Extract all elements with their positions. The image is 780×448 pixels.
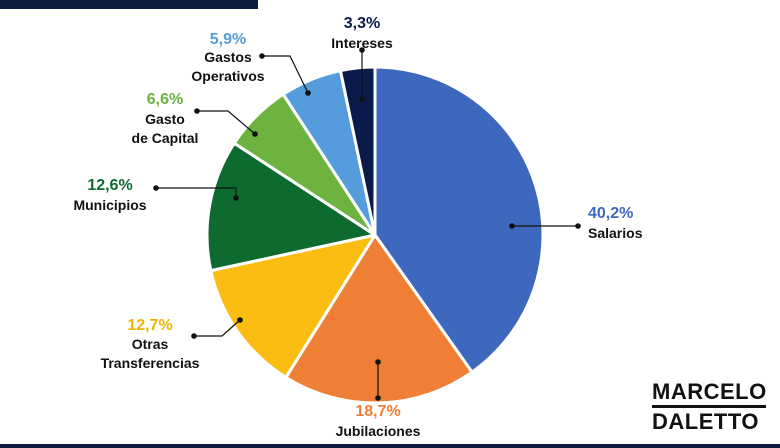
pie-slice-3 <box>209 233 377 379</box>
logo-line-1: MARCELO <box>652 379 767 404</box>
callout-line-3 <box>194 319 241 337</box>
callout-dot-5-2 <box>194 108 200 114</box>
slice-label-5-line-2: de Capital <box>132 130 199 146</box>
slice-label-3-line-2: Transferencias <box>101 355 200 371</box>
slice-value-1: 40,2% <box>588 205 633 222</box>
callout-dot-2-1 <box>375 359 381 365</box>
slice-label-5-line-1: Gasto <box>145 111 185 127</box>
slice-label-7-line-1: Intereses <box>331 35 393 51</box>
pie-slice-7 <box>338 65 377 237</box>
pie-slice-2 <box>284 233 474 405</box>
callout-dot-4-1 <box>233 195 239 201</box>
slice-value-5: 6,6% <box>147 91 183 108</box>
callout-dot-4-2 <box>153 185 159 191</box>
callout-dot-3-1 <box>237 317 243 323</box>
slice-value-6: 5,9% <box>210 31 246 48</box>
callout-line-6 <box>262 55 309 94</box>
slice-value-4: 12,6% <box>87 177 132 194</box>
callout-dot-6-2 <box>259 53 265 59</box>
logo-rule <box>652 405 766 408</box>
slice-label-4-line-1: Municipios <box>73 197 146 213</box>
callout-dot-1-2 <box>575 223 581 229</box>
callout-dot-7-1 <box>359 96 365 102</box>
slice-value-2: 18,7% <box>355 403 400 420</box>
callout-dot-2-2 <box>375 395 381 401</box>
pie-slice-1 <box>373 65 545 374</box>
top-accent-bar <box>0 0 258 9</box>
callout-dot-3-2 <box>191 333 197 339</box>
slice-label-1-line-1: Salarios <box>588 225 643 241</box>
slice-label-2-line-1: Jubilaciones <box>336 423 421 439</box>
pie-callouts: 40,2% Salarios 18,7% Jubilaciones 12,7% Otras… <box>73 15 642 439</box>
slice-label-6-line-2: Operativos <box>191 68 264 84</box>
slice-value-7: 3,3% <box>344 15 380 32</box>
callout-dot-6-1 <box>305 90 311 96</box>
callout-line-4 <box>156 187 237 198</box>
callout-dot-7-2 <box>359 47 365 53</box>
brand-logo: MARCELO DALETTO <box>652 381 770 433</box>
pie-slices <box>205 65 545 405</box>
slice-label-6-line-1: Gastos <box>204 49 252 65</box>
callout-line-5 <box>197 110 256 135</box>
callout-dot-1-1 <box>509 223 515 229</box>
slice-value-3: 12,7% <box>127 317 172 334</box>
logo-line-2: DALETTO <box>652 409 759 434</box>
callout-dot-5-1 <box>252 131 258 137</box>
bottom-accent-bar <box>0 444 780 448</box>
slice-label-3-line-1: Otras <box>132 336 169 352</box>
pie-slice-4 <box>205 141 377 273</box>
